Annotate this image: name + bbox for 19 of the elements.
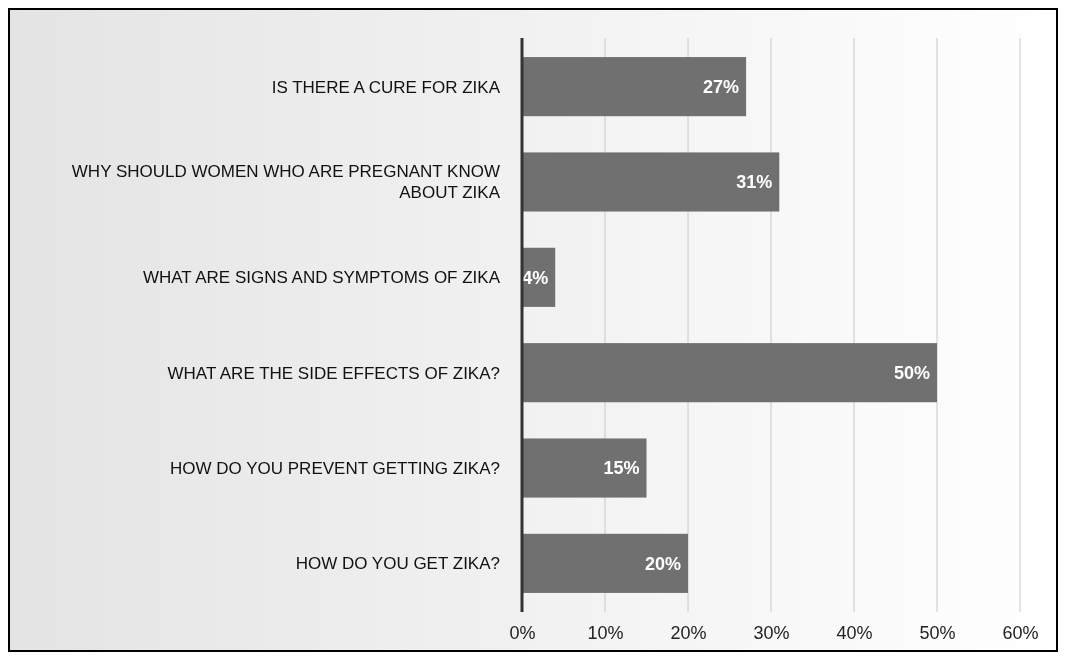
x-tick-label: 10% (587, 622, 624, 643)
x-tick-label: 20% (670, 622, 707, 643)
x-tick-label: 0% (509, 622, 536, 643)
data-label: 4% (522, 267, 549, 288)
y-tick-label: WHAT ARE SIGNS AND SYMPTOMS OF ZIKA (142, 268, 501, 288)
data-label: 31% (736, 172, 773, 193)
x-tick-label: 30% (753, 622, 790, 643)
y-tick-label: WHY SHOULD WOMEN WHO ARE PREGNANT KNOW ABOUT ZIKA (71, 162, 501, 203)
y-tick-label: HOW DO YOU PREVENT GETTING ZIKA? (170, 458, 500, 478)
data-label: 27% (703, 76, 740, 97)
y-tick-label: IS THERE A CURE FOR ZIKA (271, 77, 501, 97)
x-tick-label: 60% (1002, 622, 1039, 643)
data-label: 15% (603, 458, 640, 479)
y-tick-label: HOW DO YOU GET ZIKA? (295, 554, 500, 574)
data-label: 20% (644, 553, 681, 574)
x-tick-label: 40% (836, 622, 873, 643)
y-tick-label: WHAT ARE THE SIDE EFFECTS OF ZIKA? (167, 363, 500, 383)
data-label: 50% (893, 362, 930, 383)
x-tick-label: 50% (919, 622, 956, 643)
